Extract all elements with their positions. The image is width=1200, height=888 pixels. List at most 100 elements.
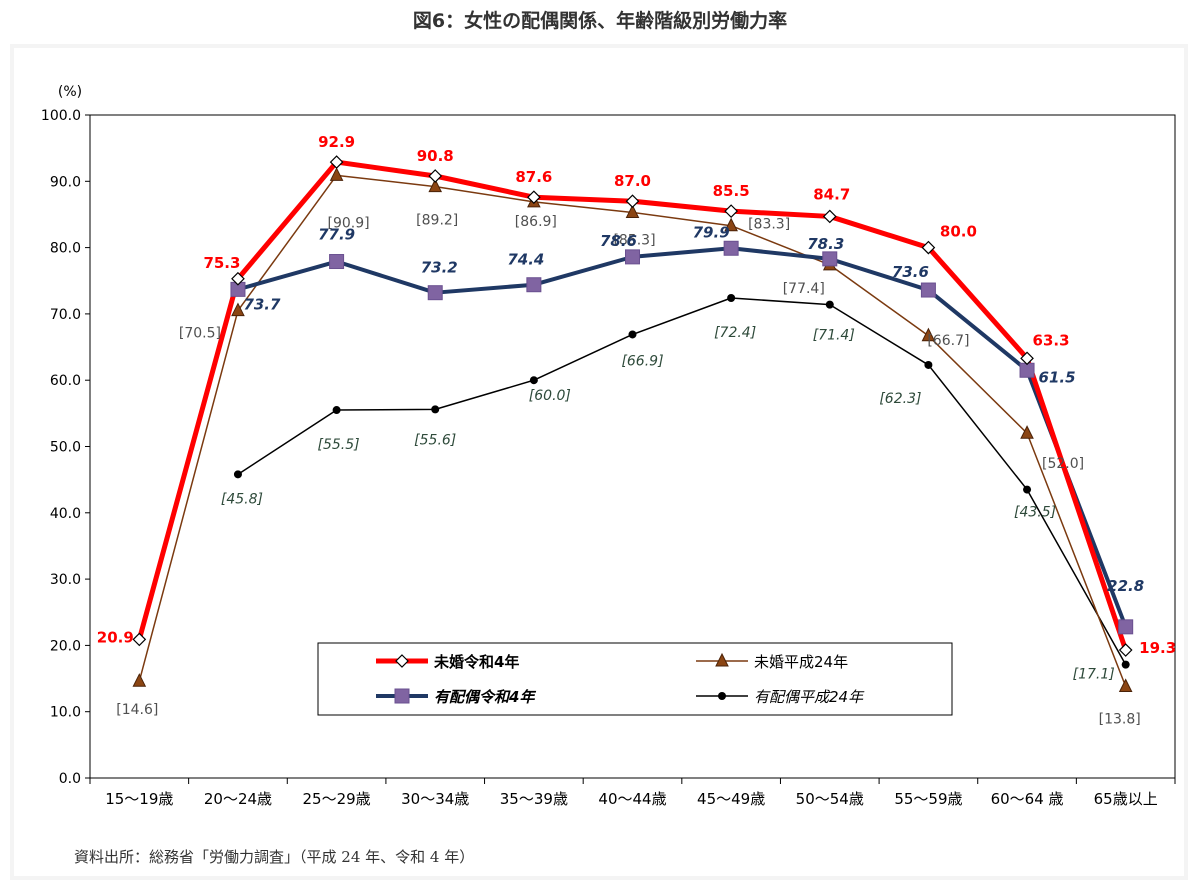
- x-tick-label: 20～24歳: [204, 790, 272, 808]
- data-label-3: [72.4]: [714, 325, 756, 341]
- data-label-0: 84.7: [813, 185, 850, 203]
- data-label-2: 73.6: [892, 263, 929, 281]
- series-marker-2: [1019, 362, 1035, 378]
- y-axis-unit: (%): [58, 84, 82, 100]
- x-tick-label: 25～29歳: [302, 790, 370, 808]
- data-label-1: [14.6]: [116, 702, 158, 718]
- y-tick-label: 80.0: [50, 241, 81, 257]
- y-tick-label: 70.0: [50, 307, 81, 323]
- data-label-2: 78.6: [600, 232, 637, 250]
- legend-swatch-marker: [718, 692, 726, 700]
- data-label-2: 22.8: [1107, 577, 1144, 595]
- series-marker-2: [822, 251, 838, 267]
- data-label-3: [55.5]: [318, 437, 360, 453]
- series-marker-0: [724, 204, 738, 218]
- x-tick-label: 35～39歳: [500, 790, 568, 808]
- data-label-1: [85.3]: [613, 232, 655, 248]
- legend-swatch-marker: [395, 654, 409, 668]
- data-label-0: 87.0: [614, 172, 651, 190]
- data-label-2: 79.9: [693, 223, 730, 241]
- series-marker-0: [625, 194, 640, 209]
- series-marker-1: [1118, 678, 1133, 693]
- series-marker-1: [231, 302, 245, 317]
- data-label-0: 80.0: [940, 223, 977, 241]
- data-label-0: 92.9: [318, 133, 355, 151]
- x-tick-label: 55～59歳: [894, 790, 962, 808]
- x-tick-label: 15～19歳: [105, 790, 173, 808]
- y-tick-label: 100.0: [41, 108, 81, 124]
- series-marker-0: [1020, 351, 1034, 366]
- series-marker-2: [723, 240, 739, 256]
- series-marker-0: [231, 271, 245, 286]
- series-marker-3: [1023, 485, 1032, 494]
- series-marker-0: [1118, 643, 1133, 657]
- series-marker-3: [529, 376, 538, 385]
- series-line-2: [237, 246, 1128, 628]
- data-label-3: [55.6]: [414, 432, 456, 448]
- data-label-0: 90.8: [417, 147, 454, 165]
- data-label-2: 74.4: [507, 251, 544, 269]
- legend-label: 未婚令和4年: [433, 653, 519, 671]
- y-tick-label: 30.0: [50, 572, 81, 588]
- x-tick-label: 50～54歳: [796, 790, 864, 808]
- data-label-1: [89.2]: [416, 213, 458, 229]
- series-marker-3: [727, 293, 736, 302]
- series-marker-1: [329, 167, 344, 181]
- chart-frame: [10, 44, 1188, 880]
- series-marker-1: [1020, 425, 1034, 439]
- legend-label: 未婚平成24年: [754, 653, 848, 671]
- series-marker-3: [332, 406, 341, 415]
- legend-box: [317, 642, 953, 716]
- series-marker-0: [527, 190, 541, 205]
- source-note: 資料出所：総務省「労働力調査」（平成 24 年、令和 4 年）: [74, 848, 475, 866]
- series-marker-2: [625, 249, 640, 265]
- data-label-2: 73.2: [421, 259, 458, 277]
- y-tick-label: 20.0: [50, 638, 81, 654]
- series-marker-0: [329, 155, 344, 169]
- data-label-0: 20.9: [97, 628, 134, 646]
- series-marker-1: [724, 217, 738, 232]
- series-line-3: [237, 297, 1127, 665]
- data-label-3: [17.1]: [1073, 667, 1115, 683]
- y-tick-label: 0.0: [59, 771, 81, 787]
- series-marker-2: [526, 277, 542, 293]
- data-label-3: [43.5]: [1014, 505, 1056, 521]
- data-label-1: [83.3]: [748, 217, 790, 233]
- series-marker-2: [329, 254, 345, 270]
- data-label-2: 78.3: [807, 235, 844, 253]
- x-tick-label: 60～64 歳: [991, 790, 1064, 808]
- series-marker-1: [428, 178, 443, 193]
- data-label-3: [60.0]: [529, 388, 571, 404]
- data-label-0: 75.3: [203, 254, 240, 272]
- series-marker-3: [233, 470, 242, 479]
- series-marker-2: [1118, 619, 1134, 635]
- data-label-2: 61.5: [1039, 368, 1076, 386]
- data-label-3: [45.8]: [221, 491, 263, 507]
- legend-swatch-marker: [715, 652, 729, 667]
- x-tick-label: 40～44歳: [598, 790, 666, 808]
- data-label-3: [71.4]: [813, 328, 855, 344]
- data-label-1: [86.9]: [515, 214, 557, 230]
- data-label-1: [66.7]: [927, 333, 969, 349]
- data-label-0: 87.6: [515, 168, 552, 186]
- legend-swatch-marker: [394, 688, 410, 704]
- series-marker-0: [132, 632, 147, 647]
- data-label-0: 85.5: [713, 182, 750, 200]
- data-label-2: 73.7: [243, 295, 281, 313]
- data-label-1: [52.0]: [1042, 456, 1084, 472]
- data-label-3: [66.9]: [621, 353, 663, 369]
- series-marker-3: [825, 300, 834, 309]
- x-tick-label: 30～34歳: [401, 790, 469, 808]
- series-marker-2: [920, 282, 936, 298]
- series-marker-3: [628, 330, 637, 339]
- series-marker-1: [132, 673, 147, 687]
- y-tick-label: 40.0: [50, 506, 81, 522]
- series-marker-1: [921, 327, 936, 342]
- data-label-0: 19.3: [1139, 639, 1176, 657]
- data-label-1: [77.4]: [783, 281, 825, 297]
- data-label-3: [62.3]: [879, 391, 921, 407]
- series-marker-0: [822, 209, 837, 224]
- x-tick-label: 45～49歳: [697, 790, 765, 808]
- series-marker-3: [924, 360, 933, 369]
